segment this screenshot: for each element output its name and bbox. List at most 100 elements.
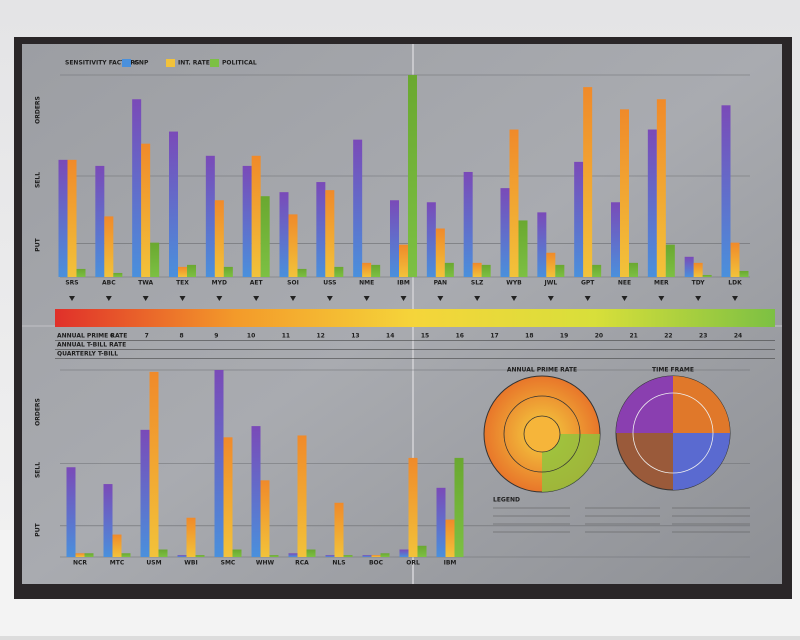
factor-bar xyxy=(518,220,528,277)
factor-bar xyxy=(665,244,675,277)
marker-triangle xyxy=(621,296,628,301)
marker-triangle xyxy=(474,296,481,301)
factor-bar xyxy=(500,188,510,277)
marker-triangle xyxy=(511,296,517,301)
rate-strip xyxy=(55,309,775,327)
factor-bar xyxy=(187,264,196,277)
company-label: TEX xyxy=(176,280,189,287)
prime-rate: 17 xyxy=(490,333,498,340)
prime-rate: 16 xyxy=(456,333,464,340)
marker-triangle xyxy=(69,296,75,301)
company-label: RCA xyxy=(295,560,309,567)
company-label: USM xyxy=(146,560,161,567)
marker-triangle xyxy=(695,296,702,301)
company-label: SLZ xyxy=(471,280,484,287)
top-chart: ORDERS SELL PUT SRS ABC TWA TEX MYD AET SOI USS NME… xyxy=(35,74,750,301)
prime-rate-wheel: ANNUAL PRIME RATE xyxy=(483,367,601,493)
company-label: NEE xyxy=(618,280,631,287)
factor-bar xyxy=(169,131,178,277)
company-label: AET xyxy=(250,280,264,287)
prime-rate: 24 xyxy=(734,333,742,340)
factor-bar xyxy=(537,212,547,277)
factor-bar xyxy=(380,553,390,557)
factor-bar xyxy=(288,214,298,277)
axis-label: SELL xyxy=(35,462,42,478)
company-label: MTC xyxy=(110,560,125,567)
company-label: GPT xyxy=(581,280,595,287)
factor-bar xyxy=(195,555,205,557)
factor-bar xyxy=(67,159,77,277)
factor-bar xyxy=(140,429,150,557)
marker-triangle xyxy=(363,296,370,301)
factor-bar xyxy=(260,480,270,557)
company-label: ORL xyxy=(406,560,420,567)
factor-bar xyxy=(334,502,344,557)
factor-bar xyxy=(656,99,666,278)
factor-bar xyxy=(702,274,712,277)
factor-bar xyxy=(58,159,68,277)
company-label: LDK xyxy=(728,280,742,287)
factor-bar xyxy=(141,143,151,277)
marker-triangle xyxy=(142,296,149,301)
factor-bar xyxy=(132,99,142,278)
company-label: USS xyxy=(323,280,336,287)
factor-bar xyxy=(95,165,105,277)
factor-bar xyxy=(408,457,418,557)
factor-bar xyxy=(279,192,289,277)
marker-triangle xyxy=(437,296,444,301)
factor-bar xyxy=(472,262,482,277)
marker-triangle xyxy=(400,296,407,301)
factor-bar xyxy=(583,87,593,278)
factor-bar xyxy=(684,256,694,277)
factor-bar xyxy=(436,487,446,557)
factor-bar xyxy=(251,155,261,277)
company-label: ABC xyxy=(102,280,116,287)
company-label: WHW xyxy=(256,560,275,567)
factor-bar xyxy=(66,467,76,557)
factor-bar xyxy=(325,555,335,557)
marker-triangle xyxy=(105,296,112,301)
company-label: BOC xyxy=(369,560,384,567)
prime-rate: 19 xyxy=(560,333,568,340)
factor-bar xyxy=(445,519,455,557)
factor-bar xyxy=(306,549,316,557)
company-label: SRS xyxy=(65,280,78,287)
key-name: INT. RATE xyxy=(178,60,210,67)
key-swatch xyxy=(122,59,131,67)
prime-rate: 23 xyxy=(699,333,707,340)
wheel-ring xyxy=(503,395,581,473)
legend-title: LEGEND xyxy=(493,497,520,504)
prime-rate: 22 xyxy=(664,333,672,340)
factor-bar xyxy=(481,264,491,277)
time-frame-wheel: TIME FRAME xyxy=(615,367,731,491)
factor-bar xyxy=(426,202,436,277)
factor-bar xyxy=(574,161,584,277)
key-swatch xyxy=(166,59,175,67)
wheel-sector xyxy=(542,434,600,492)
factor-bar xyxy=(463,171,473,277)
factor-bar xyxy=(693,262,703,277)
legend-lines xyxy=(493,507,750,533)
company-label: MER xyxy=(654,280,669,287)
prime-rate: 9 xyxy=(214,333,218,340)
factor-bar xyxy=(178,266,187,277)
axis-label: SELL xyxy=(35,172,42,188)
row-label: ANNUAL T-BILL RATE xyxy=(57,342,126,349)
company-label: JWL xyxy=(543,280,557,287)
factor-bar xyxy=(269,555,279,557)
wheel-hub xyxy=(523,415,561,453)
factor-bar xyxy=(223,437,233,557)
prime-rate: 11 xyxy=(282,333,290,340)
factor-bar xyxy=(214,370,224,557)
factor-bar xyxy=(158,549,168,557)
factor-bar xyxy=(611,202,620,277)
factor-bar xyxy=(186,517,196,557)
company-label: SOI xyxy=(287,280,299,287)
company-label: SMC xyxy=(221,560,236,567)
key-swatch xyxy=(210,59,219,67)
factor-bar xyxy=(353,139,363,277)
factor-bar xyxy=(592,264,602,277)
bottom-chart: ORDERS SELL PUT NCR MTC USM WBI SMC WHW RCA NLS BOC… xyxy=(35,369,750,567)
factor-bar xyxy=(371,264,381,277)
